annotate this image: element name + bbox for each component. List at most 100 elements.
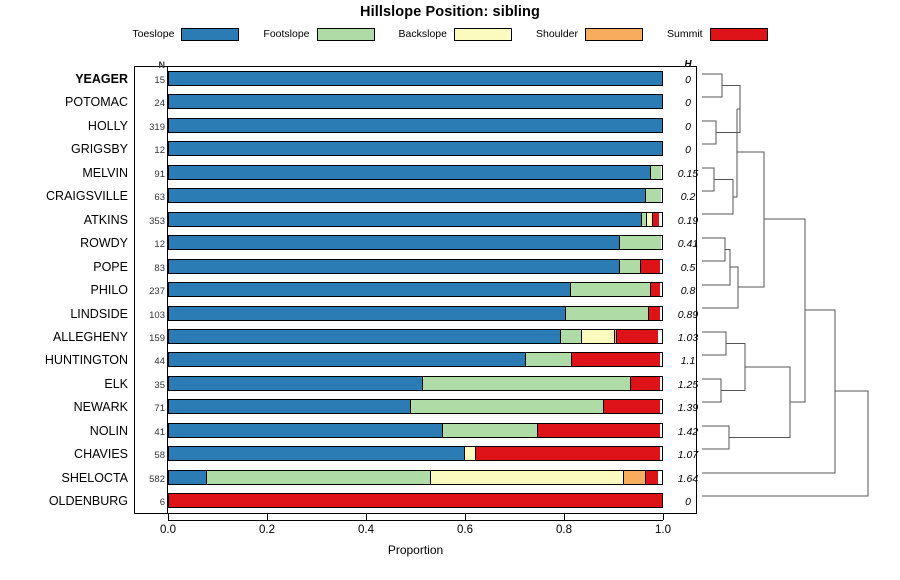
legend-item-summit: Summit [667, 27, 768, 41]
stacked-bar[interactable] [168, 469, 663, 485]
x-axis-title: Proportion [387, 543, 444, 557]
bar-segment [169, 236, 621, 250]
bar-segment [169, 259, 621, 273]
stacked-bar[interactable] [168, 117, 663, 133]
legend-swatch-backslope [453, 27, 512, 41]
category-label-philo: PHILO [90, 283, 128, 298]
category-label-holly: HOLLY [87, 118, 128, 133]
n-value: 237 [149, 286, 165, 298]
stacked-bar[interactable] [168, 211, 663, 227]
n-value: 24 [154, 98, 165, 110]
x-tick-label: 1.0 [655, 524, 671, 536]
x-tick [663, 514, 664, 520]
n-column-header: N [158, 60, 166, 70]
h-value: 0 [685, 97, 691, 110]
category-label-yeager: YEAGER [75, 72, 128, 86]
n-value: 319 [149, 121, 165, 133]
bar-segment [619, 259, 642, 273]
stacked-bar[interactable] [168, 235, 663, 251]
stacked-bar[interactable] [168, 352, 663, 368]
h-value: 0.8 [680, 285, 696, 298]
stacked-bar[interactable] [168, 71, 663, 86]
bar-segment [169, 283, 571, 297]
stacked-bar[interactable] [168, 305, 663, 321]
n-value: 44 [154, 356, 165, 368]
bar-segment [630, 376, 660, 390]
h-value: 0 [685, 496, 691, 509]
legend-swatch-summit [709, 27, 768, 41]
h-value: 0 [685, 144, 691, 157]
h-value: 0.89 [677, 308, 699, 321]
stacked-bar[interactable] [168, 258, 663, 274]
x-tick [564, 514, 565, 520]
stacked-bar[interactable] [168, 188, 663, 204]
legend-item-label: Backslope [398, 28, 447, 40]
dendrogram [700, 62, 896, 518]
n-value: 35 [154, 379, 165, 391]
h-value: 1.39 [677, 402, 699, 415]
bar-segment [169, 165, 652, 179]
bar-segment [475, 447, 660, 461]
n-column-divider [167, 66, 168, 514]
bar-segment [646, 212, 654, 226]
legend-item-label: Footslope [263, 28, 310, 40]
stacked-bar[interactable] [168, 446, 663, 462]
legend-swatch-footslope [316, 27, 375, 41]
legend-item-toeslope: Toeslope [132, 27, 240, 41]
bar-segment [169, 306, 566, 320]
bar-segment [169, 212, 643, 226]
bar-segment [421, 376, 632, 390]
h-value: 1.64 [677, 472, 699, 485]
h-value: 0.5 [680, 261, 696, 274]
bar-segment [409, 400, 605, 414]
category-label-pope: POPE [93, 259, 128, 274]
stacked-bar[interactable] [168, 282, 663, 298]
page-title: Hillslope Position: sibling [360, 4, 540, 20]
stacked-bar[interactable] [168, 94, 663, 110]
bar-segment [622, 470, 646, 484]
stacked-bar[interactable] [168, 399, 663, 415]
category-label-rowdy: ROWDY [80, 236, 128, 251]
category-label-elk: ELK [104, 376, 128, 391]
x-tick-label: 0.8 [556, 524, 572, 536]
n-value: 58 [154, 450, 165, 462]
bar-segment [536, 423, 660, 437]
x-axis: 0.0 0.2 0.4 0.6 0.8 1.0 [0, 514, 900, 536]
x-tick-label: 0.4 [358, 524, 374, 536]
category-label-allegheny: ALLEGHENY [52, 329, 128, 344]
bar-segment [650, 283, 660, 297]
legend-item-shoulder: Shoulder [536, 27, 644, 41]
h-value: 0.19 [677, 214, 699, 227]
category-label-nolin: NOLIN [89, 423, 128, 438]
bar-segment [463, 447, 477, 461]
h-value: 0 [685, 74, 691, 86]
stacked-bar[interactable] [168, 493, 663, 509]
bar-segment [641, 212, 648, 226]
stacked-bar[interactable] [168, 375, 663, 391]
bar-segment [640, 259, 660, 273]
x-tick [267, 514, 268, 520]
n-value: 12 [154, 239, 165, 251]
category-label-oldenburg: OLDENBURG [48, 494, 128, 509]
bar-segment [613, 329, 618, 343]
legend: Toeslope Footslope Backslope Shoulder Summit [100, 25, 800, 43]
h-value: 0.15 [677, 167, 699, 180]
stacked-bar[interactable] [168, 328, 663, 344]
legend-swatch-shoulder [585, 27, 644, 41]
category-label-grigsby: GRIGSBY [71, 142, 128, 157]
h-value: 1.42 [677, 425, 699, 438]
n-value: 159 [149, 332, 165, 344]
bar-segment [169, 376, 423, 390]
h-value: 1.25 [677, 378, 699, 391]
h-value: 0 [685, 120, 691, 133]
bar-segment [206, 470, 431, 484]
bar-segment [169, 447, 465, 461]
x-tick-label: 0.0 [160, 524, 176, 536]
n-value: 41 [154, 426, 165, 438]
bar-segment [603, 400, 660, 414]
stacked-bar[interactable] [168, 164, 663, 180]
stacked-bar[interactable] [168, 422, 663, 438]
n-value: 71 [154, 403, 165, 415]
stacked-bar[interactable] [168, 141, 663, 157]
category-label-potomac: POTOMAC [65, 95, 128, 110]
